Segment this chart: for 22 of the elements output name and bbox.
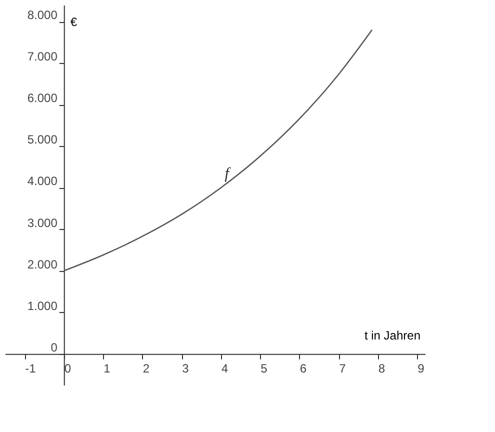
y-tick-label: 8.000 <box>27 8 58 22</box>
x-tick-label: 1 <box>104 361 111 376</box>
y-tick-label: 5.000 <box>27 132 58 147</box>
y-axis-title: € <box>70 15 78 30</box>
x-axis-title: t in Jahren <box>364 328 420 342</box>
x-tick-label: 5 <box>260 361 268 376</box>
y-tick-label: 6.000 <box>27 91 58 106</box>
y-tick-label: 7.000 <box>27 50 58 64</box>
x-tick-label: 4 <box>221 361 228 376</box>
x-tick-label: 6 <box>300 361 307 376</box>
y-tick-label: 3.000 <box>27 216 58 230</box>
x-tick-label: 2 <box>142 361 150 376</box>
y-tick-label: 4.000 <box>27 174 58 188</box>
annotation: f <box>224 166 232 183</box>
y-tick-label: 0 <box>50 340 58 354</box>
y-tick-label: 2.000 <box>27 257 58 272</box>
x-tick-label: 3 <box>182 361 190 376</box>
x-tick-label: -1 <box>25 361 36 376</box>
x-tick-label: 7 <box>339 361 346 376</box>
y-tick-label: 1.000 <box>27 298 58 313</box>
x-tick-label: 9 <box>418 361 425 376</box>
x-tick-label: 8 <box>378 361 386 376</box>
